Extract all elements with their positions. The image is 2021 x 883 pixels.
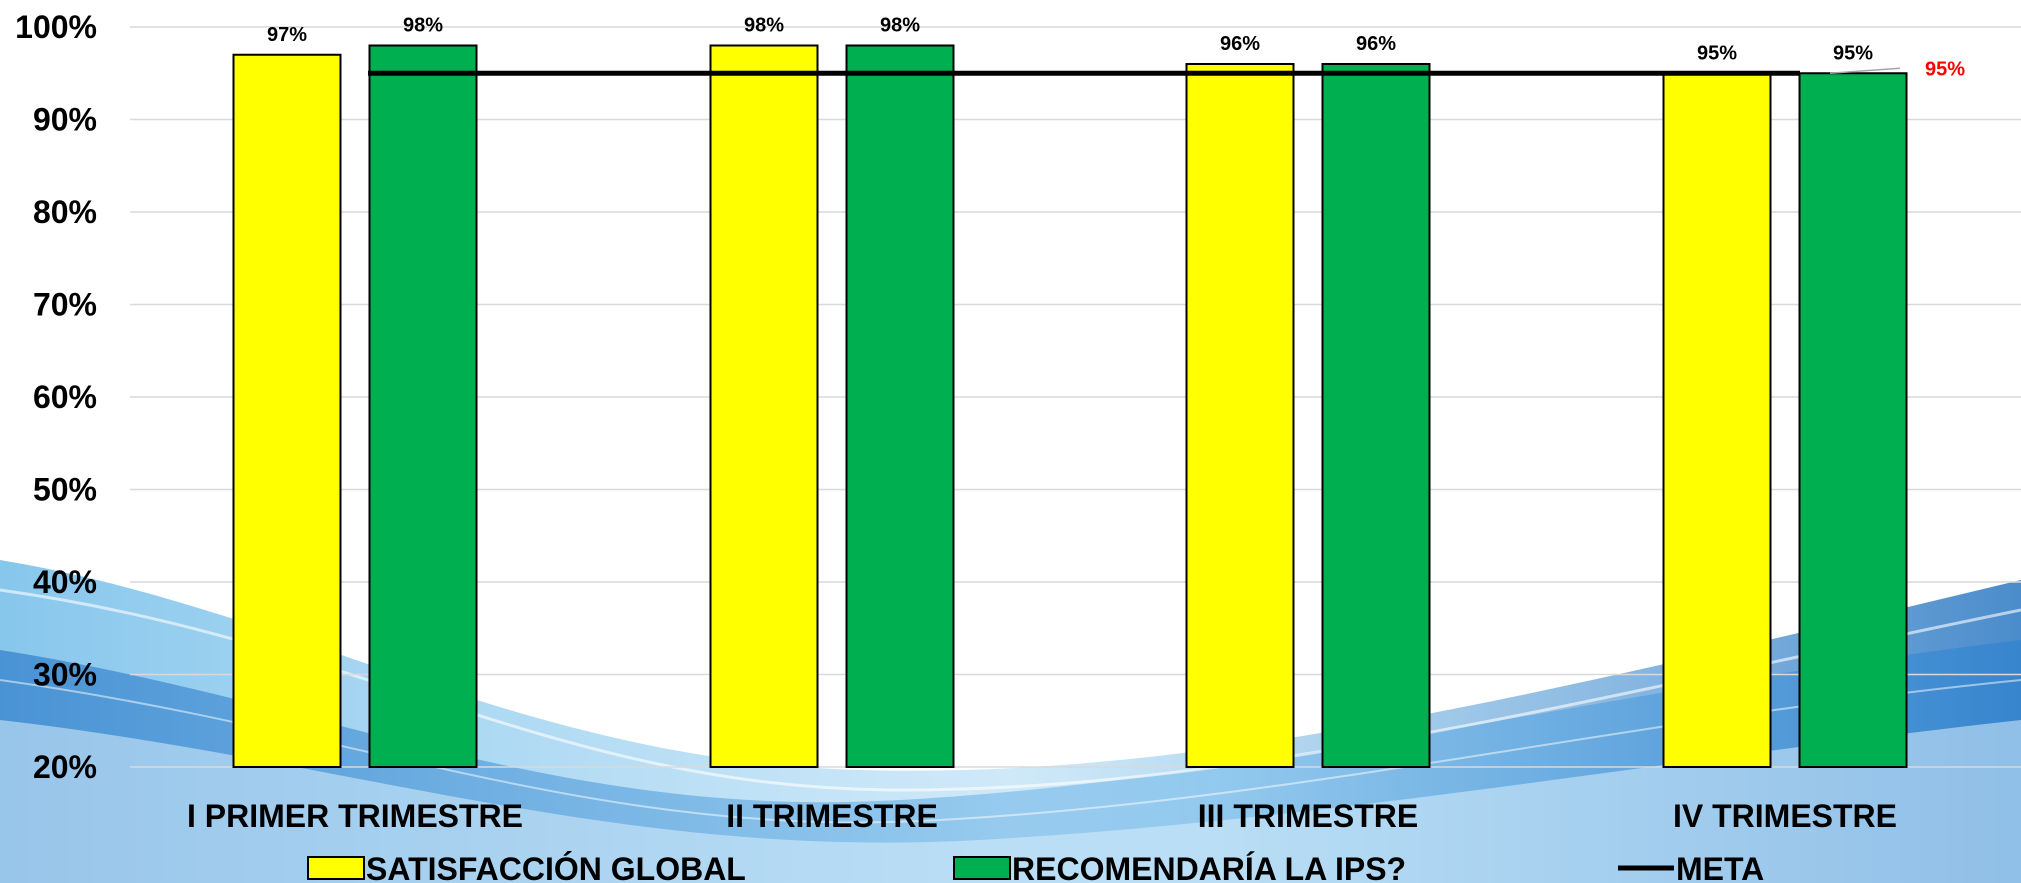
legend: SATISFACCIÓN GLOBAL RECOMENDARÍA LA IPS? M… bbox=[307, 851, 1764, 883]
data-label: 98% bbox=[880, 15, 920, 37]
y-tick-label: 50% bbox=[33, 472, 97, 508]
data-label: 95% bbox=[1697, 42, 1737, 64]
data-label: 96% bbox=[1356, 33, 1396, 55]
y-tick-label: 100% bbox=[15, 9, 97, 45]
bar bbox=[1185, 63, 1295, 768]
y-tick-label: 70% bbox=[33, 287, 97, 323]
legend-swatch bbox=[953, 856, 1011, 880]
bar bbox=[1662, 72, 1772, 768]
bar bbox=[1798, 72, 1908, 768]
y-tick-label: 30% bbox=[33, 657, 97, 693]
bar bbox=[232, 53, 342, 768]
legend-label: META bbox=[1676, 851, 1764, 883]
y-tick-label: 40% bbox=[33, 564, 97, 600]
legend-label: RECOMENDARÍA LA IPS? bbox=[1012, 851, 1406, 883]
bars: 97% 98% 98% 98% 96% 96% 95% 95% bbox=[232, 15, 1908, 768]
y-axis: 20% 30% 40% 50% 60% 70% 80% 90% 100% bbox=[15, 9, 97, 785]
meta-line-group: 95% bbox=[368, 58, 1965, 80]
data-label: 97% bbox=[267, 24, 307, 46]
x-tick-label: II TRIMESTRE bbox=[726, 798, 938, 834]
x-tick-label: I PRIMER TRIMESTRE bbox=[187, 798, 523, 834]
y-tick-label: 60% bbox=[33, 379, 97, 415]
data-label: 98% bbox=[744, 15, 784, 37]
y-tick-label: 80% bbox=[33, 194, 97, 230]
legend-swatch bbox=[307, 856, 365, 880]
bar bbox=[1321, 63, 1431, 768]
y-tick-label: 90% bbox=[33, 102, 97, 138]
bar bbox=[709, 44, 819, 768]
x-tick-label: III TRIMESTRE bbox=[1198, 798, 1418, 834]
y-tick-label: 20% bbox=[33, 749, 97, 785]
x-tick-label: IV TRIMESTRE bbox=[1673, 798, 1897, 834]
legend-label: SATISFACCIÓN GLOBAL bbox=[366, 851, 746, 883]
x-axis: I PRIMER TRIMESTRE II TRIMESTRE III TRIMES… bbox=[187, 798, 1897, 834]
meta-label-leader bbox=[1829, 67, 1901, 74]
data-label: 98% bbox=[403, 15, 443, 37]
meta-data-label: 95% bbox=[1925, 58, 1965, 80]
bar bbox=[845, 44, 955, 768]
bar bbox=[368, 44, 478, 768]
data-label: 95% bbox=[1833, 42, 1873, 64]
data-label: 96% bbox=[1220, 33, 1260, 55]
